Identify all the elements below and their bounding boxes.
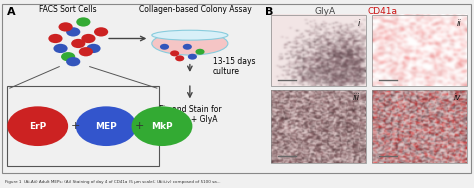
Text: A: A	[7, 7, 16, 17]
Ellipse shape	[152, 30, 228, 40]
Text: FACS Sort Cells: FACS Sort Cells	[39, 5, 97, 14]
Text: ErP: ErP	[29, 122, 46, 131]
Text: iv: iv	[454, 93, 461, 102]
Text: ii: ii	[456, 19, 461, 28]
Circle shape	[61, 52, 75, 61]
Circle shape	[175, 55, 184, 61]
Text: MkP: MkP	[151, 122, 173, 131]
Circle shape	[86, 44, 100, 53]
Circle shape	[94, 27, 108, 36]
FancyBboxPatch shape	[2, 4, 471, 173]
Circle shape	[188, 54, 197, 60]
FancyBboxPatch shape	[7, 86, 159, 166]
Circle shape	[71, 39, 85, 48]
Circle shape	[7, 106, 68, 146]
Circle shape	[76, 106, 137, 146]
Text: +: +	[71, 121, 81, 131]
Circle shape	[170, 50, 179, 56]
Text: Fix and Stain for
CD41a + GlyA: Fix and Stain for CD41a + GlyA	[158, 105, 221, 124]
Text: MEP: MEP	[95, 122, 117, 131]
Text: B: B	[265, 7, 273, 17]
Text: 13-15 days
culture: 13-15 days culture	[213, 57, 255, 76]
Circle shape	[183, 44, 192, 50]
Text: +: +	[135, 121, 144, 131]
Circle shape	[48, 34, 63, 43]
Text: GlyA: GlyA	[314, 7, 336, 16]
Circle shape	[54, 44, 68, 53]
Circle shape	[66, 27, 80, 36]
Circle shape	[76, 17, 91, 27]
Circle shape	[58, 22, 73, 32]
Text: CD41a: CD41a	[368, 7, 398, 16]
Circle shape	[160, 44, 169, 50]
Ellipse shape	[152, 32, 228, 55]
Text: i: i	[357, 19, 360, 28]
Circle shape	[132, 106, 192, 146]
Text: Collagen-based Colony Assay: Collagen-based Colony Assay	[138, 5, 251, 14]
Circle shape	[66, 57, 80, 66]
Circle shape	[79, 47, 93, 56]
Circle shape	[82, 34, 96, 43]
Circle shape	[195, 49, 205, 55]
Text: Figure 1  (Ai-Aii) Adult MEPs: (Ai) Staining of day 4 of CD41a (5 µm scale); (Ai: Figure 1 (Ai-Aii) Adult MEPs: (Ai) Stain…	[5, 180, 220, 184]
Text: iii: iii	[353, 93, 360, 102]
